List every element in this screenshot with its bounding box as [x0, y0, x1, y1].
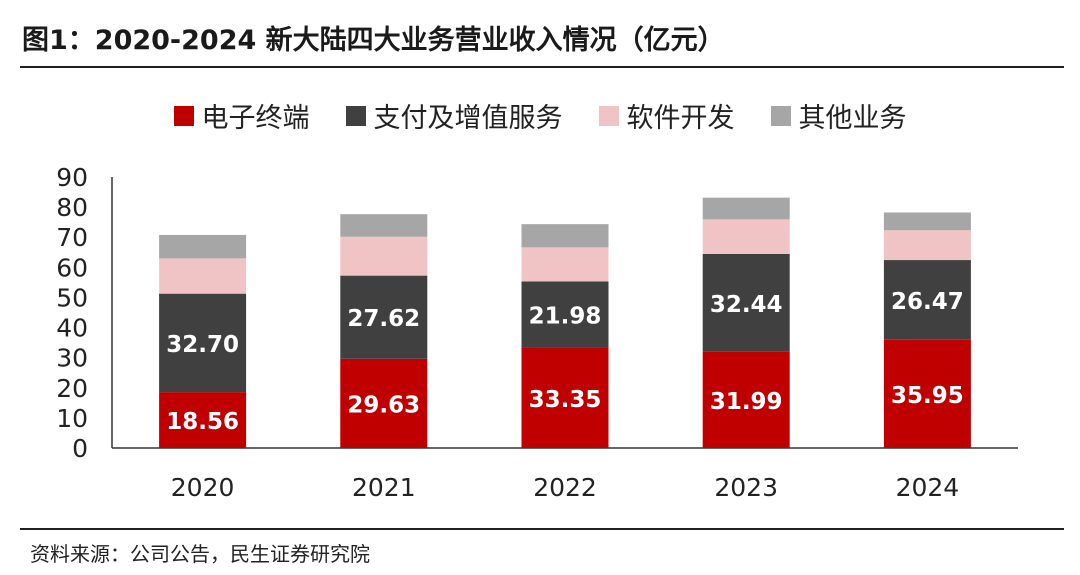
legend-label: 其他业务: [798, 103, 907, 134]
bar-segment: [521, 224, 609, 248]
footer-divider: [20, 528, 1064, 530]
bar-segment: [883, 212, 971, 231]
bar-segment: [340, 236, 428, 276]
data-label: 21.98: [529, 303, 602, 329]
x-tick-label: 2023: [714, 473, 778, 502]
y-tick-label: 60: [56, 253, 88, 282]
legend-swatch: [770, 105, 791, 126]
legend-label: 支付及增值服务: [373, 103, 563, 134]
bar-segments: [159, 197, 971, 448]
y-tick-label: 30: [56, 344, 88, 373]
y-tick-label: 70: [56, 223, 88, 252]
y-tick-label: 10: [56, 404, 88, 433]
x-tick-label: 2022: [533, 473, 597, 502]
bar-segment: [702, 351, 790, 448]
bar-segment: [159, 392, 247, 448]
data-labels: 18.56 32.70 29.63 27.62 33.35 21.98 31.99 32.44…: [166, 289, 964, 435]
bar-segment: [702, 197, 790, 220]
data-label: 29.63: [347, 392, 420, 418]
bar-segment: [159, 258, 247, 294]
x-tick-label: 2021: [352, 473, 416, 502]
y-tick-label: 20: [56, 374, 88, 403]
y-tick-label: 0: [72, 434, 88, 463]
legend: 电子终端 支付及增值服务 软件开发 其他业务: [0, 96, 1080, 135]
bar-segment: [340, 214, 428, 237]
legend-label: 软件开发: [626, 103, 735, 134]
y-tick-label: 80: [56, 193, 88, 222]
legend-swatch: [173, 105, 194, 126]
data-label: 18.56: [166, 409, 239, 435]
legend-item-payment-services: 支付及增值服务: [345, 96, 563, 135]
data-label: 35.95: [891, 383, 964, 409]
bar-segment: [521, 281, 609, 348]
title-divider: [20, 66, 1064, 68]
x-tick-label: 2020: [171, 473, 235, 502]
bar-segment: [883, 260, 971, 340]
legend-label: 电子终端: [201, 103, 310, 134]
bar-segment: [340, 275, 428, 359]
data-label: 26.47: [891, 289, 964, 315]
chart-title: 图1：2020-2024 新大陆四大业务营业收入情况（亿元）: [22, 25, 725, 56]
legend-item-software: 软件开发: [598, 96, 735, 135]
legend-item-electronic-terminal: 电子终端: [173, 96, 310, 135]
y-tick-label: 40: [56, 314, 88, 343]
bar-segment: [702, 253, 790, 352]
bar-segment: [702, 219, 790, 254]
legend-item-other: 其他业务: [770, 96, 907, 135]
source-note: 资料来源：公司公告，民生证券研究院: [30, 542, 370, 566]
bar-segment: [883, 230, 971, 261]
data-label: 27.62: [347, 306, 420, 332]
data-label: 32.44: [710, 292, 783, 318]
data-label: 33.35: [529, 387, 602, 413]
y-tick-label: 50: [56, 283, 88, 312]
legend-swatch: [598, 105, 619, 126]
x-tick-label: 2024: [896, 473, 960, 502]
legend-swatch: [345, 105, 366, 126]
bar-segment: [883, 339, 971, 448]
bar-segment: [340, 358, 428, 448]
data-label: 31.99: [710, 389, 783, 415]
bar-segment: [159, 234, 247, 259]
y-tick-label: 90: [56, 163, 88, 192]
x-axis-tick-labels: 2020 2021 2022 2023 2024: [171, 473, 959, 502]
data-label: 32.70: [166, 332, 239, 358]
bar-segment: [521, 247, 609, 282]
bar-segment: [521, 347, 609, 448]
bar-segment: [159, 293, 247, 393]
